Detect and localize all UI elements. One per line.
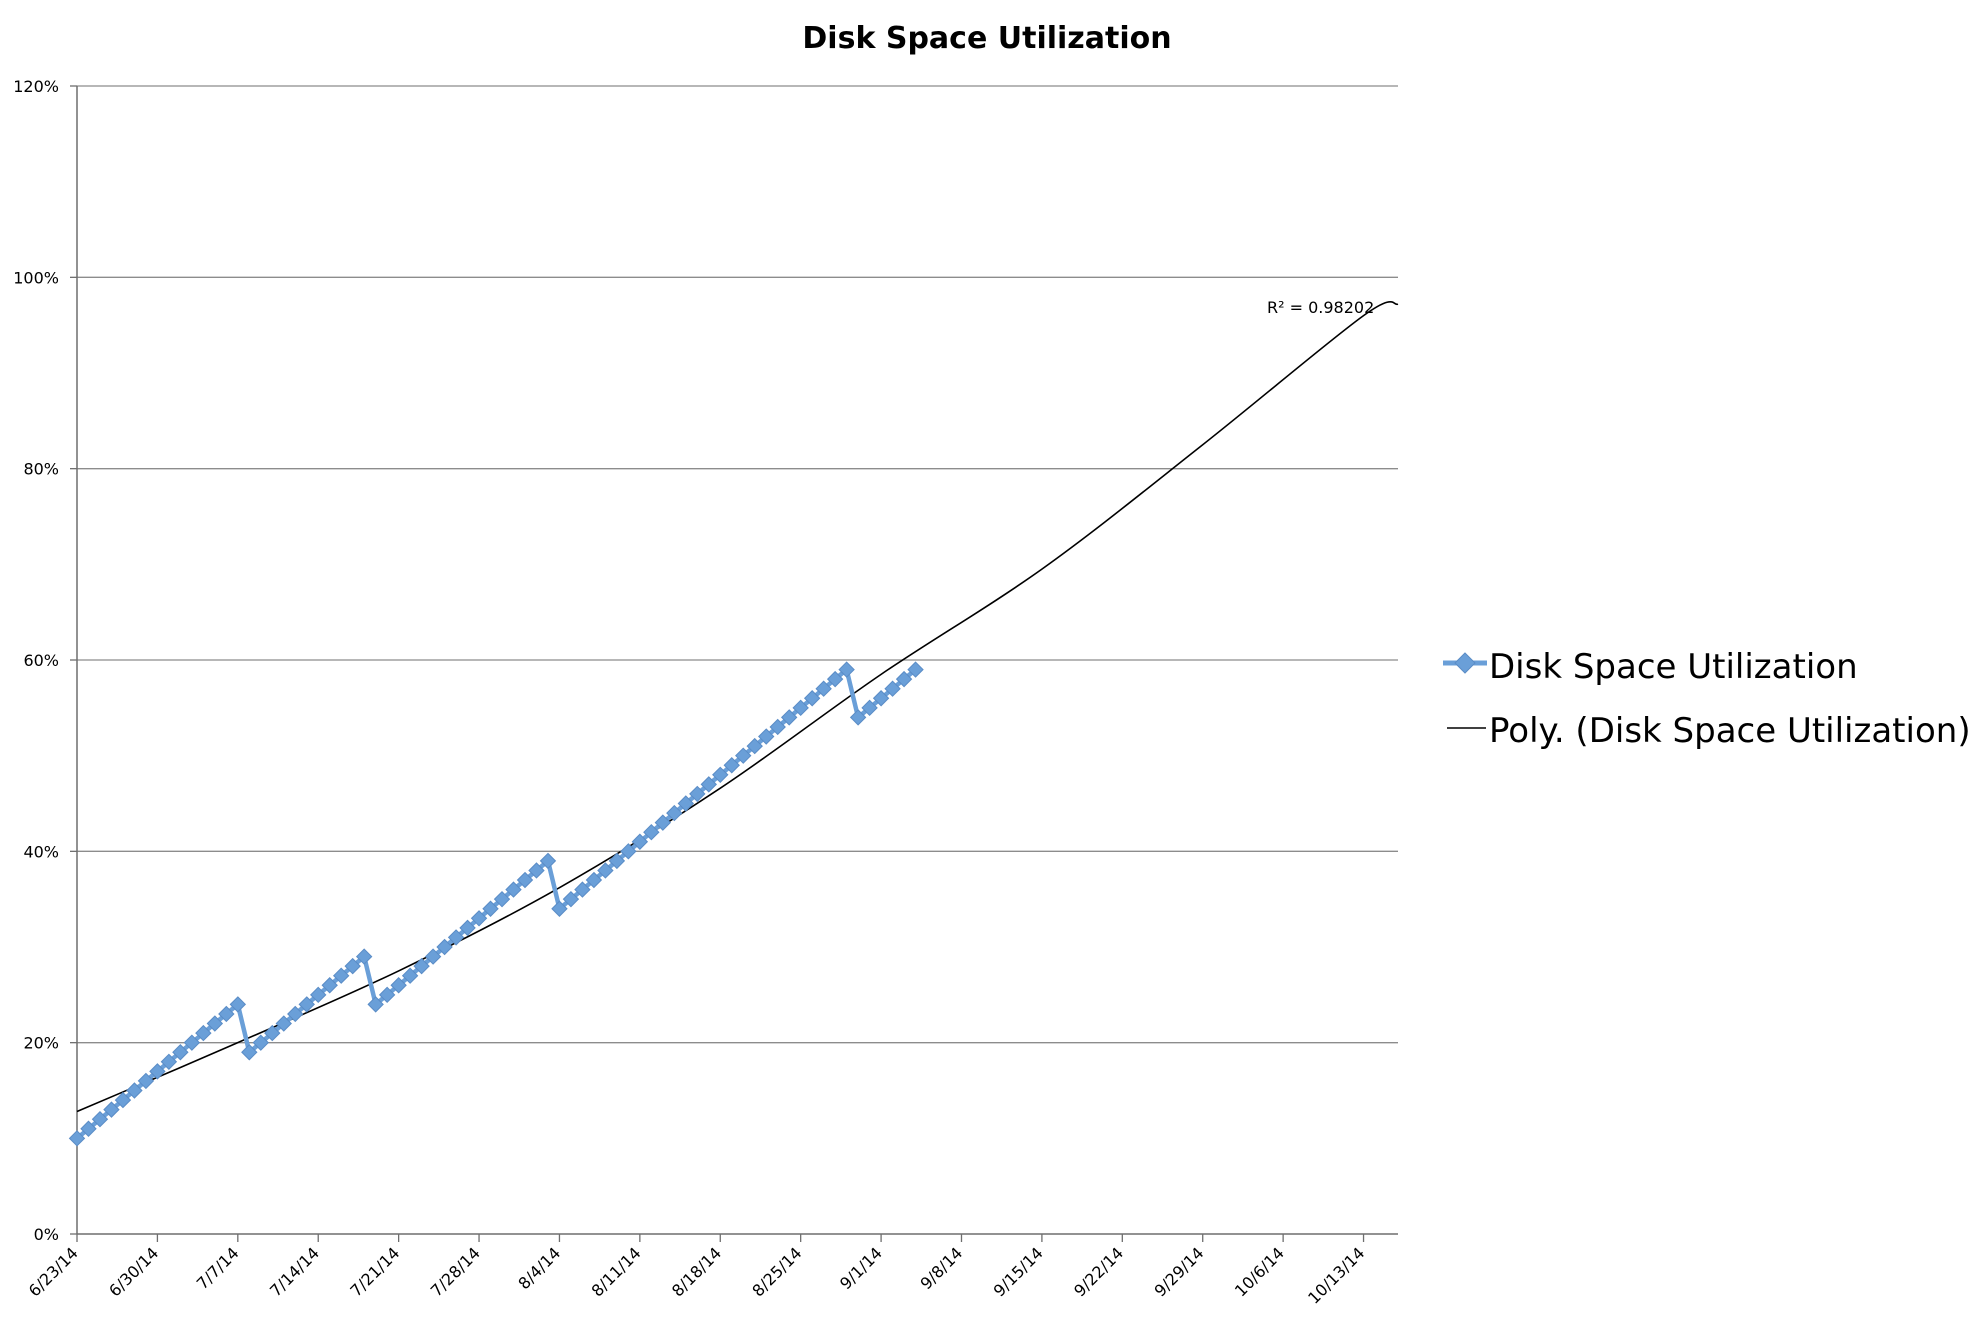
data-point-diamond bbox=[252, 1034, 269, 1051]
data-point-diamond bbox=[241, 1044, 258, 1061]
data-point-diamond bbox=[390, 977, 407, 994]
data-point-diamond bbox=[91, 1110, 109, 1128]
gridlines bbox=[77, 85, 1398, 1044]
data-point-diamond bbox=[562, 890, 580, 908]
data-point-diamond bbox=[884, 680, 901, 697]
data-point-diamond bbox=[114, 1091, 132, 1109]
data-point-diamond bbox=[585, 871, 603, 889]
data-point-diamond bbox=[413, 957, 430, 975]
data-point-diamond bbox=[643, 823, 660, 841]
data-point-diamond bbox=[620, 843, 637, 860]
data-point-diamond bbox=[735, 747, 752, 764]
data-point-diamond bbox=[218, 1005, 235, 1023]
data-point-diamond bbox=[838, 661, 855, 678]
data-point-diamond bbox=[80, 1120, 97, 1137]
data-point-diamond bbox=[769, 718, 786, 736]
data-point-diamond bbox=[436, 938, 453, 956]
y-tick-label: 60% bbox=[23, 651, 59, 670]
legend: Disk Space Utilization Poly. (Disk Space… bbox=[1443, 647, 1968, 751]
data-point-diamond bbox=[424, 948, 442, 965]
data-point-diamond bbox=[539, 852, 557, 870]
data-point-diamond bbox=[815, 680, 832, 697]
data-point-diamond bbox=[482, 900, 499, 917]
data-point-diamond bbox=[321, 977, 338, 994]
data-point-diamond bbox=[505, 881, 522, 898]
data-point-diamond bbox=[172, 1044, 189, 1061]
r-squared-label: R² = 0.98202 bbox=[1267, 298, 1374, 317]
data-point-diamond bbox=[861, 699, 878, 717]
data-point-diamond bbox=[344, 957, 361, 975]
data-point-diamond bbox=[849, 709, 867, 726]
data-point-diamond bbox=[287, 1005, 304, 1023]
data-point-diamond bbox=[470, 910, 488, 927]
data-point-diamond bbox=[160, 1053, 178, 1071]
data-point-diamond bbox=[700, 776, 717, 793]
data-point-diamond bbox=[597, 862, 614, 879]
data-point-diamond bbox=[298, 996, 315, 1013]
data-point-diamond bbox=[907, 661, 924, 678]
series-layer bbox=[68, 661, 924, 1147]
data-point-diamond bbox=[666, 804, 683, 822]
data-point-diamond bbox=[803, 690, 821, 707]
data-point-diamond bbox=[401, 967, 419, 984]
data-point-diamond bbox=[677, 795, 695, 812]
data-point-diamond bbox=[895, 670, 913, 688]
data-point-diamond bbox=[780, 709, 798, 726]
data-point-diamond bbox=[826, 670, 844, 688]
data-point-diamond bbox=[355, 948, 373, 965]
data-point-diamond bbox=[310, 986, 327, 1004]
legend-label-trendline: Poly. (Disk Space Utilization) bbox=[1489, 711, 1968, 751]
data-point-diamond bbox=[68, 1130, 86, 1147]
data-point-diamond bbox=[264, 1024, 281, 1042]
data-point-diamond bbox=[206, 1015, 224, 1032]
data-point-diamond bbox=[459, 919, 476, 937]
y-tick-label: 120% bbox=[13, 77, 59, 96]
data-point-diamond bbox=[332, 967, 350, 984]
data-point-diamond bbox=[574, 881, 591, 898]
legend-label-series: Disk Space Utilization bbox=[1489, 647, 1858, 687]
legend-diamond-marker-icon bbox=[1454, 652, 1476, 674]
trendline-poly bbox=[76, 300, 1399, 1113]
data-point-diamond bbox=[746, 737, 763, 755]
data-point-diamond bbox=[447, 929, 465, 946]
data-point-diamond bbox=[689, 785, 706, 803]
data-point-diamond bbox=[723, 757, 740, 774]
data-point-diamond bbox=[183, 1034, 201, 1051]
data-point-diamond bbox=[654, 814, 672, 831]
data-point-diamond bbox=[126, 1082, 143, 1099]
data-point-diamond bbox=[149, 1063, 166, 1080]
data-point-diamond bbox=[712, 766, 729, 784]
data-point-diamond bbox=[631, 833, 649, 850]
y-tick-label: 0% bbox=[34, 1225, 59, 1244]
y-tick-label: 20% bbox=[23, 1034, 59, 1053]
data-point-diamond bbox=[229, 996, 247, 1013]
y-tick-label: 80% bbox=[23, 460, 59, 479]
data-point-diamond bbox=[551, 900, 568, 917]
data-point-diamond bbox=[493, 890, 511, 908]
data-point-diamond bbox=[137, 1072, 155, 1090]
data-point-diamond bbox=[758, 728, 775, 745]
trendline-layer bbox=[76, 300, 1399, 1113]
data-point-diamond bbox=[608, 852, 626, 870]
chart-title: Disk Space Utilization bbox=[802, 21, 1171, 56]
y-tick-label: 100% bbox=[13, 268, 59, 287]
data-point-diamond bbox=[367, 996, 384, 1013]
data-point-diamond bbox=[516, 871, 534, 889]
data-point-diamond bbox=[103, 1101, 120, 1118]
y-tick-label: 40% bbox=[23, 842, 59, 861]
data-point-diamond bbox=[378, 986, 396, 1004]
data-point-diamond bbox=[195, 1024, 212, 1042]
data-point-diamond bbox=[528, 862, 545, 879]
data-point-diamond bbox=[275, 1015, 292, 1032]
data-point-diamond bbox=[792, 699, 809, 717]
data-point-diamond bbox=[872, 690, 890, 707]
